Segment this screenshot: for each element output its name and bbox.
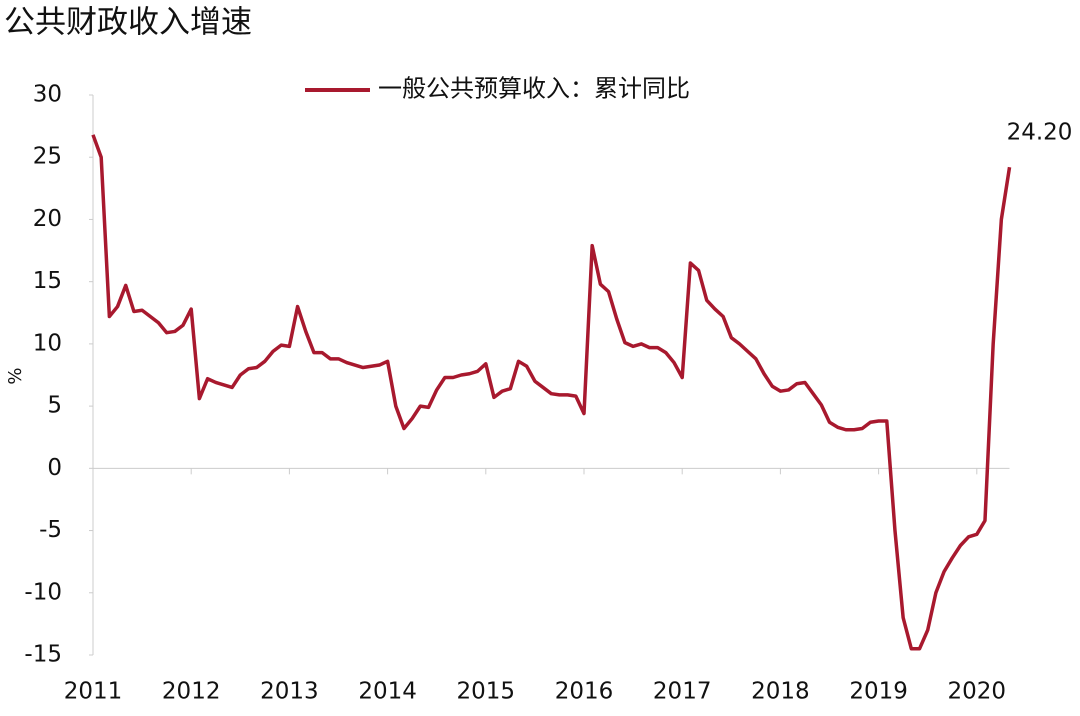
data-line (91, 134, 1012, 651)
y-tick-label: 30 (33, 82, 62, 108)
x-tick-label: 2016 (555, 679, 614, 705)
x-tick-label: 2012 (162, 679, 221, 705)
y-tick-label: 0 (47, 455, 62, 481)
x-tick-label: 2015 (457, 679, 516, 705)
y-tick-label: 20 (33, 206, 62, 232)
x-tick-label: 2019 (849, 679, 908, 705)
x-tick-label: 2013 (260, 679, 319, 705)
y-axis-label: % (5, 367, 26, 384)
y-tick-label: -5 (39, 517, 62, 543)
y-tick-label: 25 (33, 144, 62, 170)
x-tick-label: 2011 (64, 679, 123, 705)
x-tick-label: 2017 (653, 679, 712, 705)
y-tick-label: 15 (33, 268, 62, 294)
x-tick-label: 2014 (358, 679, 417, 705)
legend-label: 一般公共预算收入：累计同比 (378, 75, 690, 103)
y-tick-label: -10 (24, 579, 62, 605)
y-tick-label: 10 (33, 330, 62, 356)
chart-title: 公共财政收入增速 (4, 5, 252, 41)
y-tick-label: 5 (47, 393, 62, 419)
y-tick-label: -15 (24, 642, 62, 668)
x-tick-label: 2020 (948, 679, 1007, 705)
data-label: 24.20 (1007, 120, 1073, 146)
x-tick-label: 2018 (751, 679, 810, 705)
